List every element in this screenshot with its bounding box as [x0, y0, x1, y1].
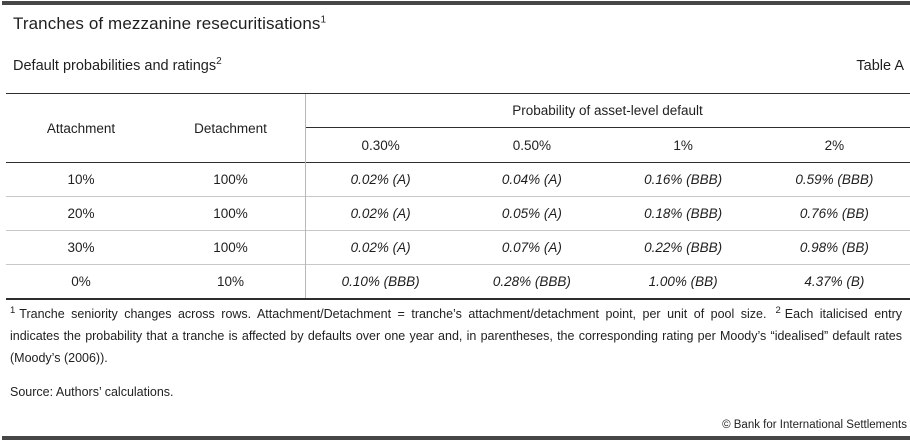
- column-header-detachment: Detachment: [194, 120, 267, 136]
- probability-cell: 0.04% (A): [501, 172, 562, 187]
- table-subtitle: Default probabilities and ratings2: [13, 56, 222, 74]
- attachment-cell: 20%: [67, 206, 95, 221]
- probability-cell: 0.18% (BBB): [644, 206, 723, 221]
- probability-cell: 0.16% (BBB): [644, 172, 723, 187]
- subtitle-footnote-ref: 2: [216, 56, 222, 68]
- table-header: Attachment Detachment Probability of ass…: [6, 94, 910, 163]
- sub-header-2: 2%: [824, 137, 845, 153]
- probability-cell: 0.22% (BBB): [644, 240, 723, 255]
- source-line: Source: Authors’ calculations.: [10, 385, 174, 399]
- probability-cell: 0.98% (BB): [799, 240, 869, 255]
- footnote-2-marker: 2: [775, 304, 781, 316]
- probability-cell: 0.02% (A): [350, 206, 411, 221]
- footnote-1-marker: 1: [10, 304, 16, 316]
- probability-cell: 0.02% (A): [350, 172, 411, 187]
- detachment-cell: 100%: [213, 172, 248, 187]
- probability-header-group: Probability of asset-level default 0.30%…: [305, 94, 910, 162]
- bottom-rule-bar: [2, 436, 910, 440]
- detachment-cell: 10%: [216, 274, 245, 289]
- attachment-cell: 10%: [67, 172, 95, 187]
- table-subtitle-text: Default probabilities and ratings: [13, 58, 217, 74]
- table-label: Table A: [856, 58, 904, 74]
- page-title-text: Tranches of mezzanine resecuritisations: [13, 14, 321, 33]
- table-row: 0% 10% 0.10% (BBB) 0.28% (BBB) 1.00% (BB…: [6, 264, 910, 298]
- title-footnote-ref: 1: [320, 14, 327, 26]
- page-title: Tranches of mezzanine resecuritisations1: [13, 14, 326, 34]
- footnote-1-text: Tranche seniority changes across rows. A…: [19, 307, 767, 321]
- column-divider-line: [305, 94, 306, 298]
- data-table: Attachment Detachment Probability of ass…: [6, 93, 910, 300]
- probability-cell: 0.28% (BBB): [492, 274, 571, 289]
- footnotes-paragraph: 1 Tranche seniority changes across rows. …: [10, 303, 902, 369]
- table-row: 10% 100% 0.02% (A) 0.04% (A) 0.16% (BBB)…: [6, 163, 910, 196]
- probability-cell: 0.07% (A): [501, 240, 562, 255]
- probability-cell: 4.37% (B): [804, 274, 865, 289]
- sub-header-1: 1%: [673, 137, 693, 153]
- table-row: 30% 100% 0.02% (A) 0.07% (A) 0.22% (BBB)…: [6, 230, 910, 264]
- probability-sub-headers: 0.30% 0.50% 1% 2%: [305, 128, 910, 162]
- footnote-2-text: Each italicised entry indicates the prob…: [10, 307, 903, 365]
- table-row: 20% 100% 0.02% (A) 0.05% (A) 0.18% (BBB)…: [6, 196, 910, 230]
- span-header-probability: Probability of asset-level default: [305, 94, 910, 128]
- sub-header-030: 0.30%: [361, 137, 400, 153]
- probability-cell: 0.10% (BBB): [341, 274, 420, 289]
- probability-cell: 0.76% (BB): [799, 206, 869, 221]
- table-row-headers: Attachment Detachment: [6, 94, 305, 162]
- subtitle-row: Default probabilities and ratings2 Table…: [13, 56, 904, 74]
- copyright-line: © Bank for International Settlements: [722, 419, 907, 431]
- probability-cell: 0.05% (A): [501, 206, 562, 221]
- attachment-cell: 0%: [71, 274, 91, 289]
- probability-cell: 0.59% (BBB): [795, 172, 874, 187]
- sub-header-050: 0.50%: [512, 137, 552, 153]
- detachment-cell: 100%: [213, 206, 248, 221]
- probability-cell: 1.00% (BB): [648, 274, 718, 289]
- column-header-attachment: Attachment: [46, 120, 116, 136]
- attachment-cell: 30%: [67, 240, 95, 255]
- detachment-cell: 100%: [213, 240, 248, 255]
- top-rule-bar: [2, 1, 910, 5]
- probability-cell: 0.02% (A): [350, 240, 411, 255]
